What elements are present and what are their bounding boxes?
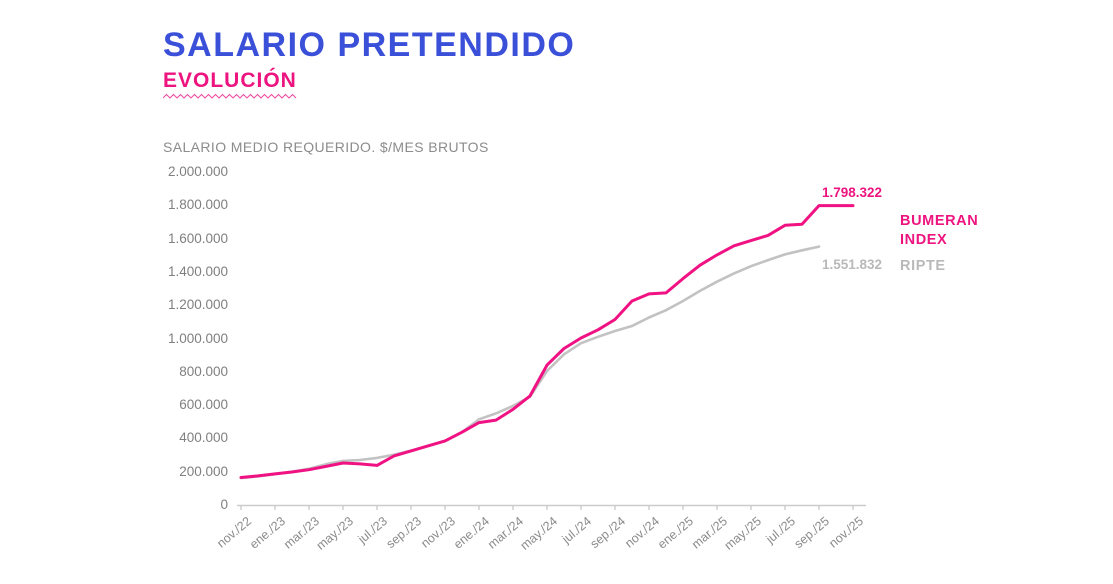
x-axis-ticks (240, 505, 854, 510)
y-tick-label: 1.200.000 (167, 297, 228, 313)
y-tick-label: 200.000 (179, 463, 228, 479)
y-tick-label: 1.000.000 (167, 330, 228, 346)
legend-ripte: RIPTE (900, 258, 946, 274)
page-subtitle: EVOLUCIÓN (163, 69, 297, 92)
y-tick-label: 400.000 (179, 430, 228, 446)
legend-bumeran-index: BUMERAN INDEX (900, 213, 979, 248)
y-tick-label: 0 (220, 497, 228, 512)
y-tick-label: 800.000 (179, 363, 228, 379)
y-tick-label: 1.600.000 (167, 230, 228, 246)
bumeran-line (239, 204, 855, 479)
bumeran-value-label: 1.798.322 (821, 185, 882, 200)
page-title: SALARIO PRETENDIDO (163, 26, 576, 64)
y-tick-label: 600.000 (179, 397, 228, 413)
y-tick-label: 1.400.000 (167, 263, 228, 279)
y-tick-label: 2.000.000 (167, 164, 228, 179)
y-tick-label: 1.800.000 (167, 197, 228, 213)
ripte-line (239, 245, 821, 480)
chart-axis-title: SALARIO MEDIO REQUERIDO. $/MES BRUTOS (163, 139, 489, 155)
ripte-value-label: 1.551.832 (821, 257, 882, 272)
zigzag-underline (163, 93, 297, 99)
